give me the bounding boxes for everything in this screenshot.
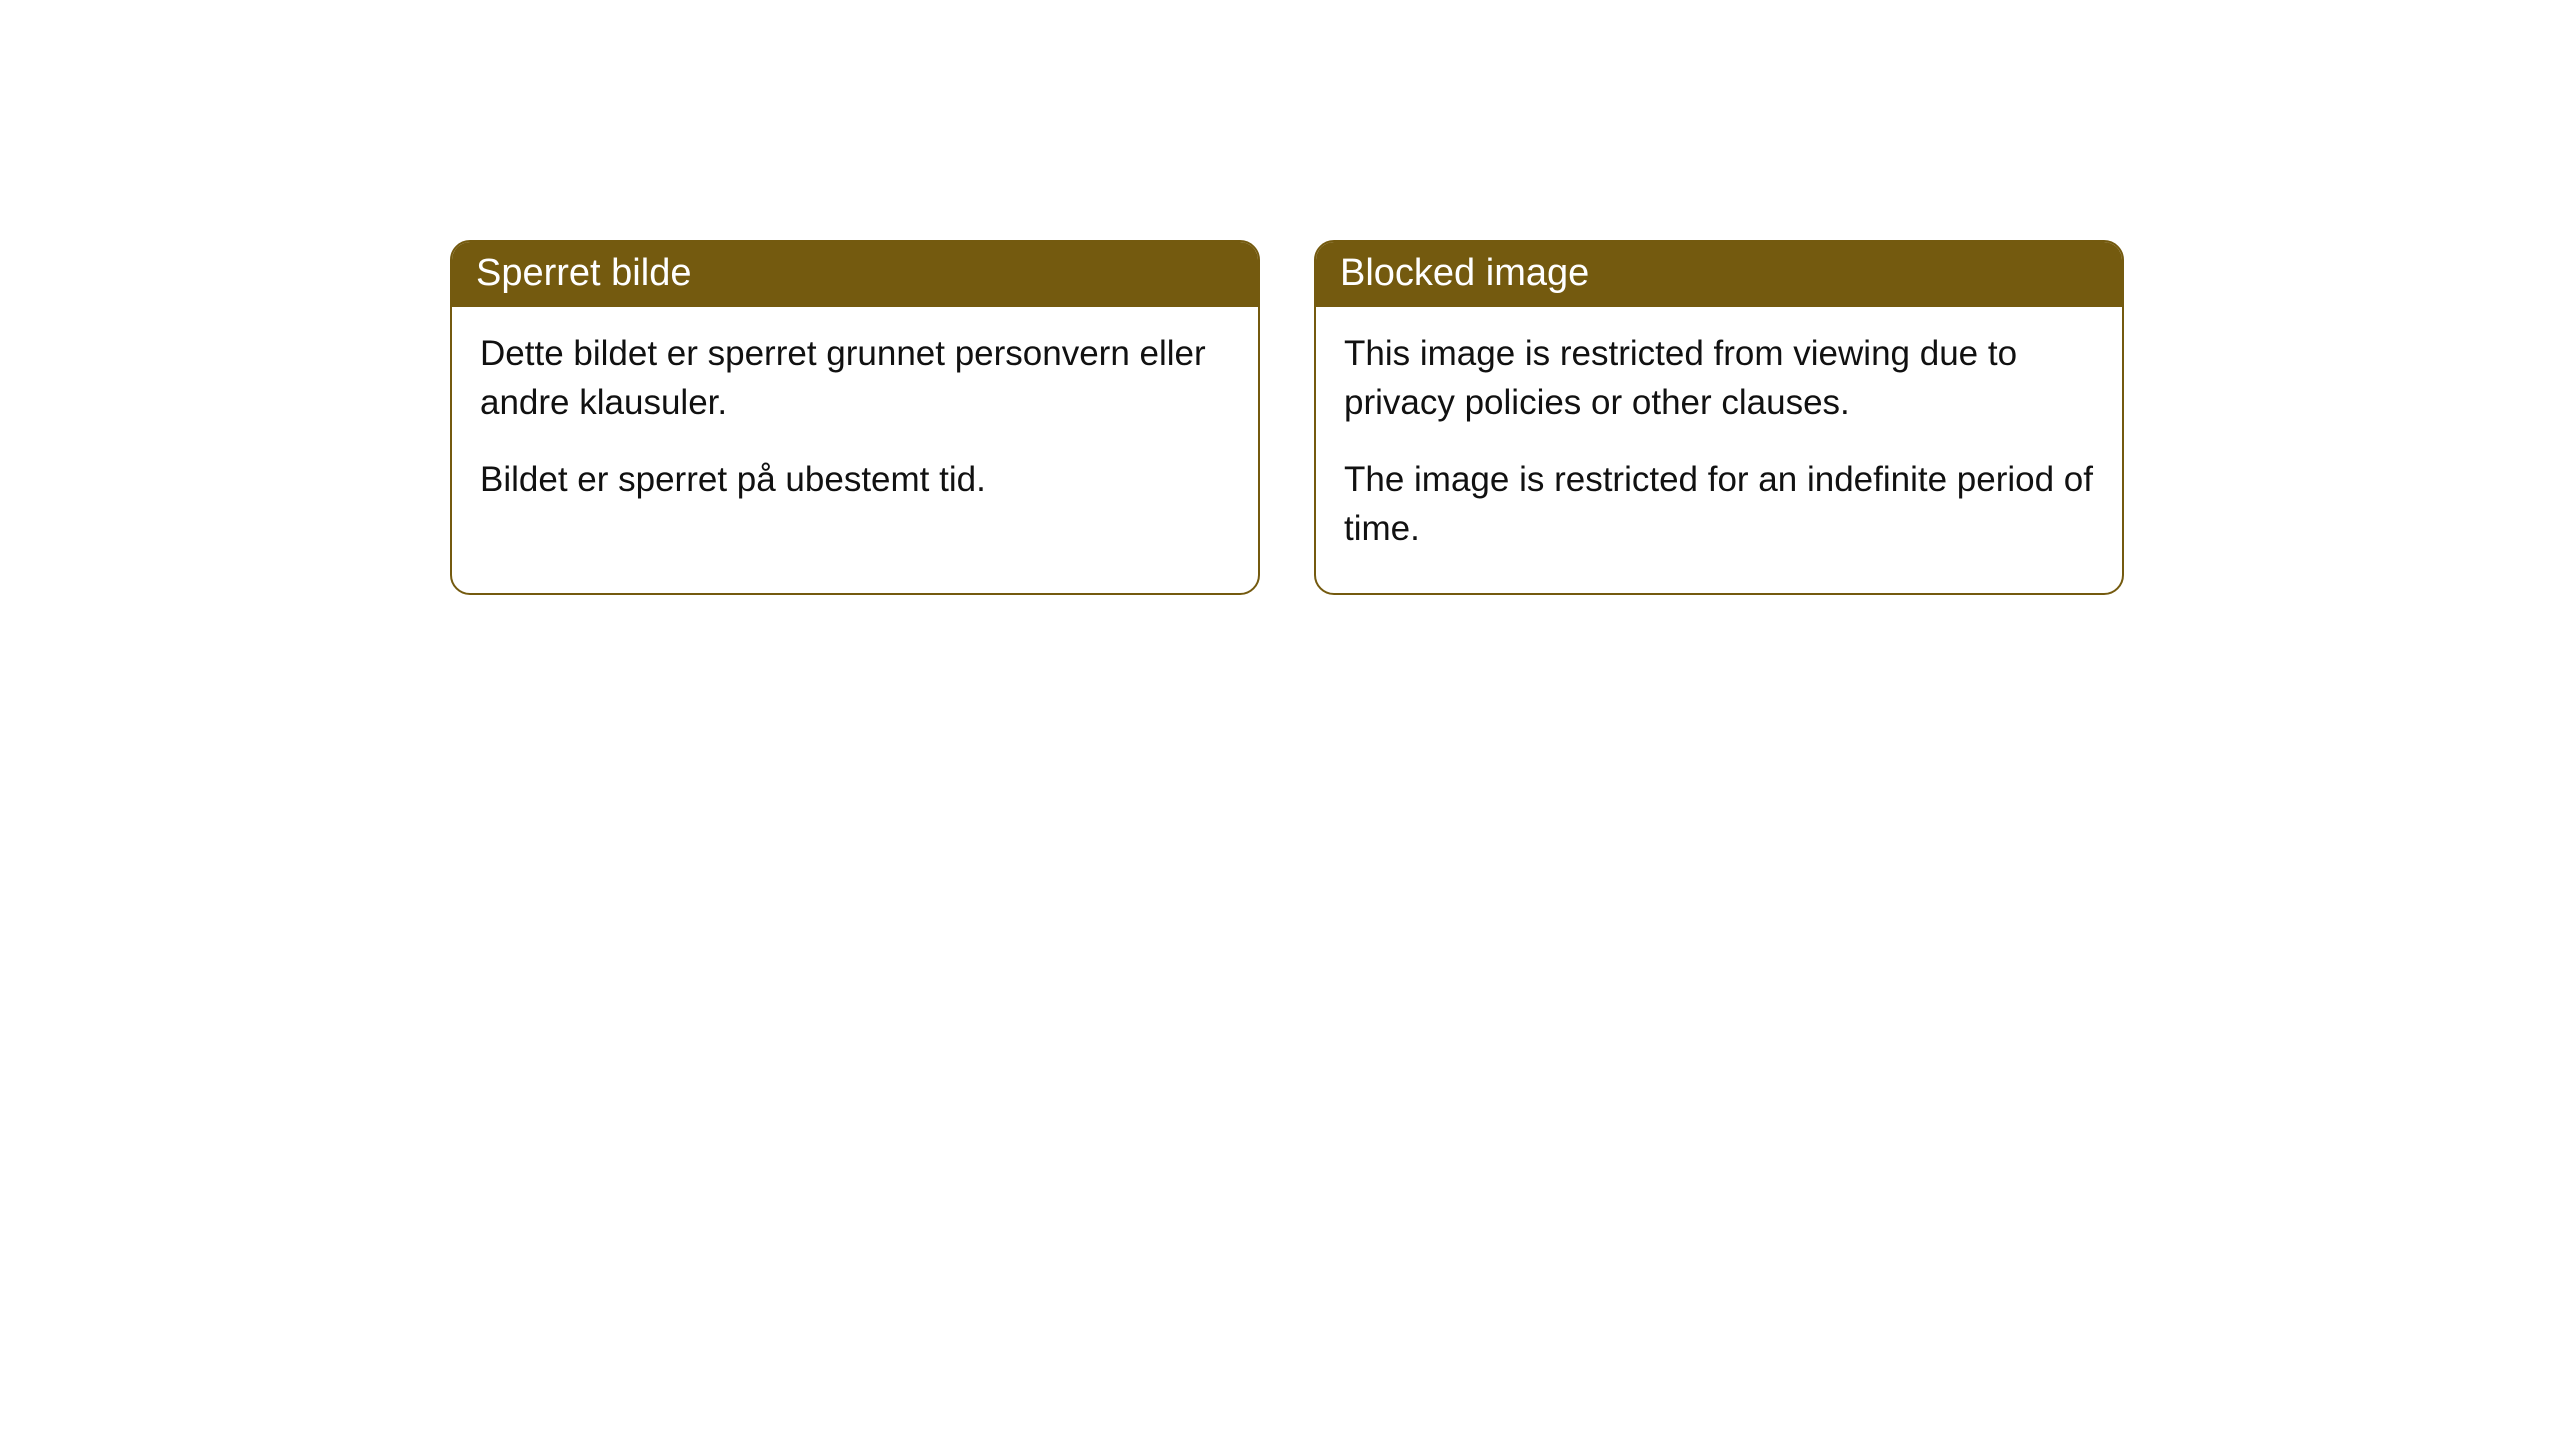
card-paragraph: Bildet er sperret på ubestemt tid. bbox=[480, 455, 1230, 504]
blocked-image-card-no: Sperret bilde Dette bildet er sperret gr… bbox=[450, 240, 1260, 595]
card-paragraph: This image is restricted from viewing du… bbox=[1344, 329, 2094, 427]
card-paragraph: The image is restricted for an indefinit… bbox=[1344, 455, 2094, 553]
card-body-no: Dette bildet er sperret grunnet personve… bbox=[452, 307, 1258, 544]
card-header-no: Sperret bilde bbox=[452, 242, 1258, 307]
card-paragraph: Dette bildet er sperret grunnet personve… bbox=[480, 329, 1230, 427]
notice-cards-container: Sperret bilde Dette bildet er sperret gr… bbox=[450, 240, 2124, 595]
card-body-en: This image is restricted from viewing du… bbox=[1316, 307, 2122, 593]
card-header-en: Blocked image bbox=[1316, 242, 2122, 307]
blocked-image-card-en: Blocked image This image is restricted f… bbox=[1314, 240, 2124, 595]
